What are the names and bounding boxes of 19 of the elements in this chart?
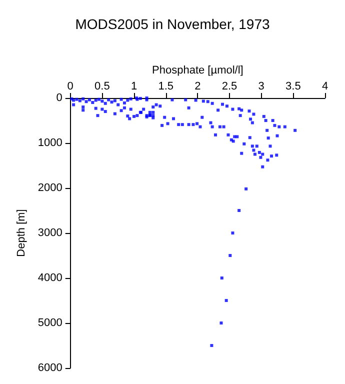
x-tick-label: 2 xyxy=(194,80,201,92)
x-axis-title: Phosphate [µmol/l] xyxy=(152,64,244,76)
x-tick-label: 4 xyxy=(322,80,328,92)
y-tick-label: 1000 xyxy=(38,137,62,149)
y-tick-label: 5000 xyxy=(38,317,62,329)
y-tick-label: 0 xyxy=(56,92,62,104)
y-axis-title: Depth [m] xyxy=(16,209,28,257)
y-tick-label: 4000 xyxy=(38,272,62,284)
x-tick-label: 0 xyxy=(67,80,74,92)
x-tick-label: 3.5 xyxy=(286,80,301,92)
x-tick-label: 1.5 xyxy=(158,80,174,92)
y-tick-label: 3000 xyxy=(38,227,62,239)
x-tick-label: 0.5 xyxy=(94,80,110,92)
x-tick-label: 1 xyxy=(130,80,138,92)
chart-title: MODS2005 in November, 1973 xyxy=(75,16,270,32)
y-tick-label: 2000 xyxy=(38,182,62,194)
x-tick-label: 2.5 xyxy=(222,80,238,92)
y-tick-label: 6000 xyxy=(38,362,62,374)
x-tick-label: 3 xyxy=(258,80,264,92)
